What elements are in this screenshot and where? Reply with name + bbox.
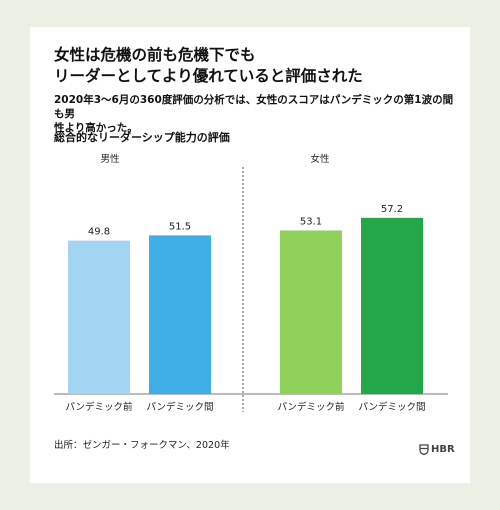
category-tick-label: パンデミック前 <box>66 401 133 413</box>
bar <box>68 240 130 394</box>
chart-card: 女性は危機の前も危機下でも リーダーとしてより優れていると評価された 2020年… <box>30 27 470 483</box>
description-line-1: 2020年3～6月の360度評価の分析では、女性のスコアはパンデミックの第1波の… <box>54 94 454 120</box>
group-label: 女性 <box>310 153 330 165</box>
chart-description: 2020年3～6月の360度評価の分析では、女性のスコアはパンデミックの第1波の… <box>54 93 454 135</box>
chart-headline: 女性は危機の前も危機下でも リーダーとしてより優れていると評価された <box>54 45 454 87</box>
source-note: 出所：ゼンガー・フォークマン、2020年 <box>54 440 230 451</box>
bar <box>280 230 342 394</box>
data-label: 57.2 <box>381 204 403 215</box>
bar <box>361 217 423 394</box>
bar-chart: 男性 49.8 パンデミック前 51.5 パンデミック間 女性 53.1 パンデミック前 57.… <box>54 153 448 413</box>
hbr-logo-text: HBR <box>431 444 455 455</box>
category-tick-label: パンデミック間 <box>147 401 214 413</box>
data-label: 49.8 <box>88 227 110 238</box>
shield-icon <box>419 444 429 455</box>
group-label: 男性 <box>100 153 120 165</box>
hbr-logo: HBR <box>419 444 455 455</box>
category-tick-label: パンデミック間 <box>359 401 426 413</box>
headline-line-2: リーダーとしてより優れていると評価された <box>54 67 363 85</box>
description-line-2: 性より高かった。 <box>54 122 138 134</box>
chart-title: 総合的なリーダーシップ能力の評価 <box>54 131 230 144</box>
data-label: 51.5 <box>169 221 191 232</box>
category-tick-label: パンデミック前 <box>278 401 345 413</box>
data-label: 53.1 <box>300 216 322 227</box>
headline-line-1: 女性は危機の前も危機下でも <box>54 46 256 64</box>
bar <box>149 235 211 394</box>
